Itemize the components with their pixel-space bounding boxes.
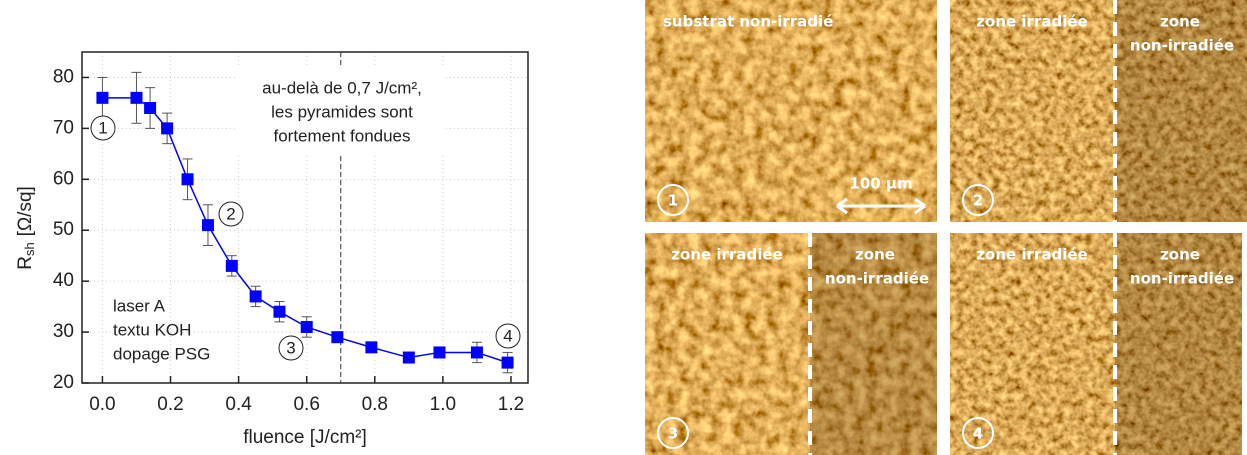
point-label: 2: [226, 204, 235, 223]
y-label-sub: sh: [22, 242, 37, 256]
point: [96, 91, 109, 104]
y-tick-label: 50: [53, 219, 74, 240]
point: [365, 341, 378, 354]
point-label: 1: [98, 118, 107, 137]
panel-number-circle: [657, 184, 689, 216]
annotation: fortement fondues: [273, 126, 410, 145]
panel-number-circle: [962, 184, 994, 216]
point: [300, 320, 313, 333]
scale-bar-label: 100 µm: [849, 175, 912, 193]
y-tick-label: 20: [53, 372, 74, 393]
zone-label: zone: [1160, 13, 1200, 31]
y-tick-label: 60: [53, 168, 74, 189]
y-label-main: R: [15, 256, 36, 270]
scale-bar: [836, 197, 926, 215]
point: [161, 122, 174, 135]
point: [225, 259, 238, 272]
micrograph: [645, 0, 937, 222]
annotation: au-delà de 0,7 J/cm²,: [262, 78, 422, 97]
point: [181, 173, 194, 186]
non-irradiated-zone: [1115, 233, 1242, 455]
point: [130, 91, 143, 104]
point: [331, 331, 344, 344]
point: [201, 219, 214, 232]
panel-number: 3: [668, 425, 678, 443]
legend-text: laser A: [113, 296, 166, 315]
x-tick-label: 1.0: [430, 394, 456, 415]
point-label-circle: [495, 323, 521, 349]
non-irradiated-zone: [810, 233, 937, 455]
point: [402, 351, 415, 364]
point: [501, 356, 514, 369]
point-label-circle: [218, 201, 244, 227]
zone-label: substrat non-irradié: [663, 13, 833, 31]
point: [470, 346, 483, 359]
zone-label: zone irradiée: [976, 246, 1087, 264]
annotation: les pyramides sont: [271, 102, 413, 121]
point: [144, 102, 157, 115]
x-tick-label: 0.8: [362, 394, 388, 415]
point: [433, 346, 446, 359]
annotation-box: [238, 66, 446, 156]
zone-label: non-irradiée: [1130, 270, 1234, 288]
point-label: 3: [286, 338, 295, 357]
micrograph: [950, 0, 1247, 222]
plot-frame: [81, 51, 529, 384]
zone-label: zone irradiée: [976, 13, 1087, 31]
legend-text: dopage PSG: [113, 344, 210, 363]
point-label-circle: [278, 335, 304, 361]
y-label-unit: [Ω/sq]: [15, 186, 36, 236]
zone-label: non-irradiée: [825, 270, 929, 288]
zone-label: zone: [1160, 246, 1200, 264]
y-tick-label: 40: [53, 270, 74, 291]
panel-number-circle: [657, 417, 689, 449]
x-tick-label: 0.6: [293, 394, 319, 415]
y-tick-label: 30: [53, 321, 74, 342]
non-irradiated-zone: [1115, 0, 1247, 222]
zone-label: zone: [855, 246, 895, 264]
x-tick-label: 0.4: [225, 394, 252, 415]
point: [273, 305, 286, 318]
y-tick-label: 80: [53, 66, 74, 87]
y-axis-label: Rsh [Ω/sq]: [15, 186, 37, 270]
panel-number: 2: [973, 192, 983, 210]
panel-number-circle: [962, 417, 994, 449]
micrograph: [950, 233, 1242, 455]
x-axis-label: fluence [J/cm²]: [243, 427, 367, 448]
point: [249, 290, 262, 303]
panel-number: 4: [973, 425, 983, 443]
panel-number: 1: [668, 192, 678, 210]
point-label: 4: [503, 326, 512, 345]
zone-label: zone irradiée: [671, 246, 782, 264]
x-tick-label: 0.2: [157, 394, 183, 415]
x-tick-label: 1.2: [498, 394, 524, 415]
y-tick-label: 70: [53, 117, 74, 138]
x-tick-label: 0.0: [89, 394, 115, 415]
zone-label: non-irradiée: [1130, 37, 1234, 55]
legend-text: textu KOH: [113, 320, 191, 339]
point-label-circle: [90, 115, 116, 141]
micrograph: [645, 233, 937, 455]
line: [102, 97, 508, 364]
